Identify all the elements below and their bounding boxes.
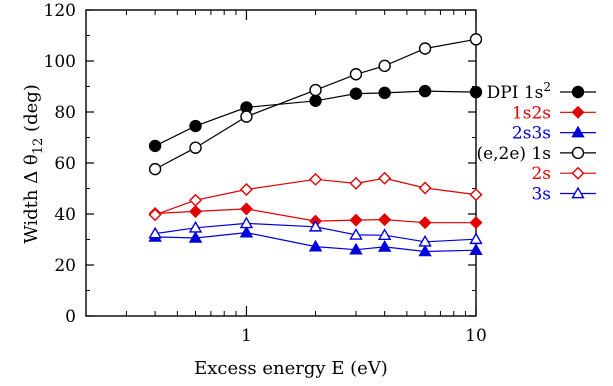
data-point <box>239 202 253 216</box>
series-4 <box>148 171 483 222</box>
data-point <box>148 139 162 153</box>
data-point <box>349 87 363 100</box>
data-point <box>188 220 203 233</box>
data-point <box>418 181 432 195</box>
data-point <box>378 171 392 185</box>
x-axis-label: Excess energy E (eV) <box>194 358 388 379</box>
data-point <box>148 226 162 239</box>
data-point <box>189 204 203 218</box>
data-point <box>239 183 253 197</box>
data-point <box>469 188 483 202</box>
series-1 <box>148 202 483 230</box>
data-point <box>349 242 363 255</box>
y-tick-label: 40 <box>54 205 76 225</box>
data-point <box>349 213 363 227</box>
series-3 <box>148 33 483 176</box>
data-point <box>349 176 363 190</box>
data-point <box>469 216 483 230</box>
x-tick-label: 10 <box>465 326 487 346</box>
axes: 0 20 40 60 80 100 120 1 10 <box>44 1 487 346</box>
data-point <box>418 234 432 247</box>
series-line <box>154 38 477 170</box>
data-point <box>239 225 254 238</box>
legend-label: (e,2e) 1s <box>476 144 551 164</box>
y-tick-label: 120 <box>44 1 76 21</box>
legend-label: 1s2s <box>512 103 551 123</box>
data-point <box>240 110 253 123</box>
data-point <box>148 208 162 222</box>
data-point <box>349 227 363 240</box>
data-point <box>349 68 363 81</box>
legend-marker <box>571 85 585 99</box>
series-layer <box>148 33 483 257</box>
data-point <box>189 141 202 154</box>
data-point <box>378 86 391 100</box>
legend-label: 3s <box>531 185 551 205</box>
data-point <box>188 231 203 243</box>
data-point <box>189 119 202 133</box>
legend-label: 2s3s <box>512 124 551 144</box>
data-point <box>418 42 432 55</box>
legend-label: DPI 1s2 <box>487 80 551 103</box>
data-point <box>418 216 432 230</box>
legend-marker <box>571 146 585 160</box>
series-line <box>155 222 477 243</box>
data-point <box>377 239 392 252</box>
series-line <box>154 177 477 216</box>
legend-marker <box>571 166 585 180</box>
data-point <box>189 193 203 207</box>
data-point <box>309 94 322 107</box>
data-point <box>418 84 432 98</box>
series-line <box>155 231 477 253</box>
y-tick-label: 60 <box>54 154 76 174</box>
x-tick-label: 1 <box>241 326 252 346</box>
data-point <box>378 213 392 227</box>
data-point <box>308 239 323 252</box>
y-tick-label: 80 <box>54 103 76 123</box>
y-tick-label: 100 <box>44 52 76 72</box>
legend-marker <box>571 105 585 119</box>
data-point <box>469 232 483 245</box>
data-point <box>308 219 323 232</box>
data-point <box>377 228 392 240</box>
legend-marker <box>571 186 585 199</box>
data-point <box>469 243 483 256</box>
data-point <box>309 83 322 97</box>
y-axis-label: Width Δ θ12 (deg) <box>21 84 46 244</box>
data-point <box>469 85 483 99</box>
y-tick-label: 20 <box>54 256 76 276</box>
series-5 <box>148 216 483 247</box>
data-point <box>418 244 432 257</box>
data-point <box>148 162 162 176</box>
y-tick-label: 0 <box>65 307 76 327</box>
series-line <box>154 90 477 147</box>
series-line <box>155 208 476 224</box>
data-point <box>469 33 483 46</box>
data-point <box>239 216 254 229</box>
data-point <box>378 59 391 73</box>
data-point <box>309 172 323 186</box>
legend-marker <box>571 125 585 138</box>
legend-label: 2s <box>531 164 551 184</box>
